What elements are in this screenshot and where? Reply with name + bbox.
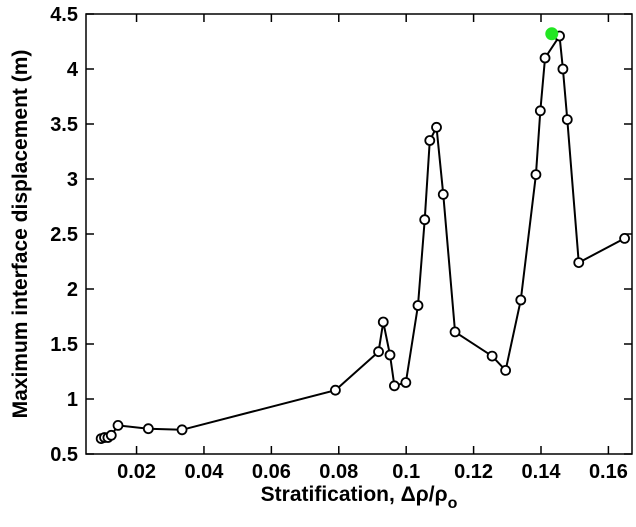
x-tick-label: 0.08 — [319, 461, 358, 483]
data-point — [431, 121, 442, 133]
x-tick-label: 0.06 — [252, 461, 291, 483]
y-tick-label: 4.5 — [50, 4, 78, 26]
x-tick-label: 0.1 — [392, 461, 420, 483]
x-tick-label: 0.12 — [454, 461, 493, 483]
x-tick-label: 0.04 — [184, 461, 224, 483]
data-point — [400, 377, 412, 388]
series-line — [100, 33, 626, 440]
data-points — [95, 30, 630, 445]
data-point — [573, 257, 585, 269]
y-axis-ticks: 0.5 1 1.5 2 2.5 3 3.5 4 4.5 — [50, 4, 632, 466]
data-point — [412, 300, 424, 311]
x-axis-label-subscript: o — [448, 495, 458, 512]
data-point — [534, 105, 546, 117]
data-point — [500, 364, 512, 376]
x-axis-label: Stratification, Δρ/ρo — [261, 483, 458, 512]
data-point — [373, 346, 384, 358]
y-tick-label: 1.5 — [50, 334, 78, 356]
x-tick-label: 0.14 — [522, 461, 562, 483]
data-point — [424, 135, 436, 146]
y-tick-label: 3.5 — [50, 114, 78, 136]
data-point — [105, 429, 117, 441]
y-tick-label: 0.5 — [50, 444, 78, 466]
data-point — [419, 214, 431, 226]
data-point — [437, 188, 449, 200]
data-point — [377, 316, 389, 328]
y-tick-label: 3 — [67, 169, 78, 191]
x-axis-ticks: 0.02 0.04 0.06 0.08 0.1 0.12 0.14 0.16 — [117, 14, 628, 483]
data-point — [539, 52, 551, 64]
data-point — [530, 169, 542, 181]
y-axis-label: Maximum interface displacement (m) — [9, 50, 32, 419]
data-point — [449, 326, 461, 338]
data-point — [619, 232, 630, 244]
data-point — [384, 349, 396, 361]
highlighted-point — [545, 27, 559, 41]
plot-frame — [85, 13, 633, 455]
y-tick-label: 4 — [67, 59, 79, 81]
data-point — [561, 114, 573, 125]
y-tick-label: 2 — [67, 279, 78, 301]
x-tick-label: 0.16 — [589, 461, 628, 483]
data-point — [176, 424, 188, 436]
data-point — [515, 294, 527, 306]
data-point — [330, 384, 341, 396]
y-tick-label: 1 — [67, 389, 78, 411]
data-point — [486, 350, 498, 362]
data-point — [142, 423, 154, 435]
y-tick-label: 2.5 — [50, 224, 78, 246]
data-point — [557, 63, 569, 75]
data-point — [112, 419, 124, 431]
x-tick-label: 0.02 — [117, 461, 156, 483]
data-point — [388, 380, 400, 392]
